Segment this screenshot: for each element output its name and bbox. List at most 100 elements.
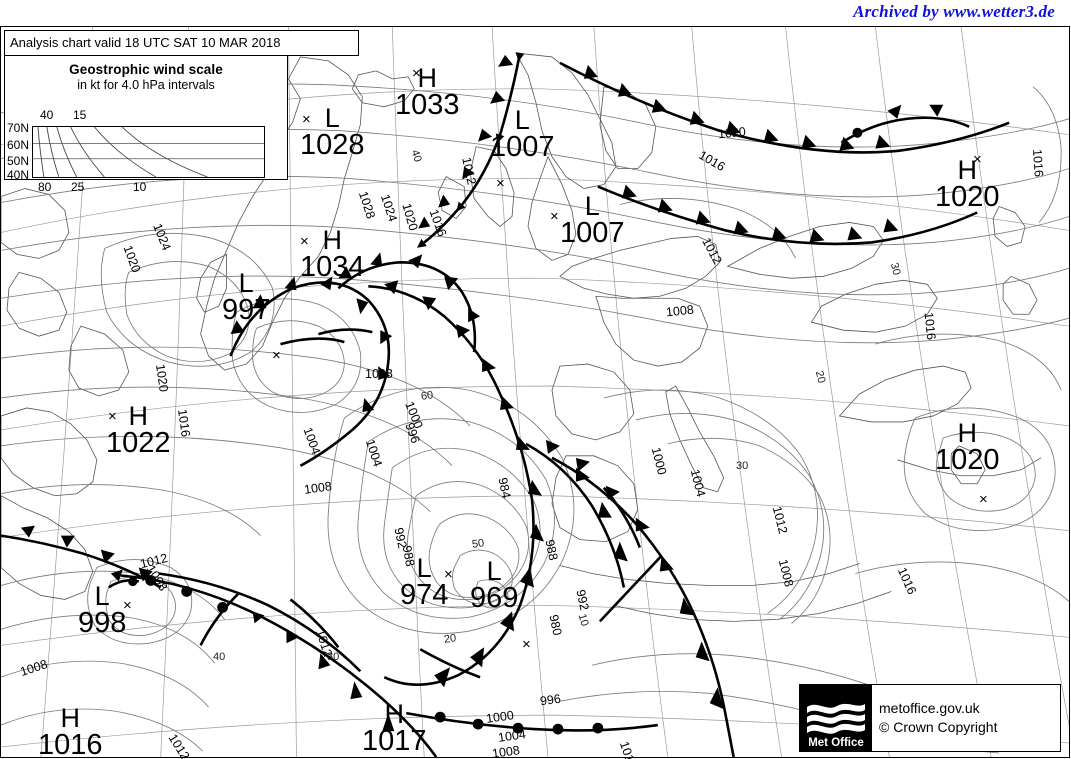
- wind-scale-lat-70n: 70N: [7, 121, 30, 135]
- pressure-centre-h-1022: H 1022: [106, 401, 171, 458]
- cold-front-north-europe: [559, 61, 1010, 154]
- wind-scale-subtitle: in kt for 4.0 hPa intervals: [77, 78, 215, 92]
- isobar-label-1020: 1020: [717, 124, 747, 142]
- pressure-centre-l-1007: L 1007: [490, 105, 555, 163]
- met-office-credit: metoffice.gov.uk © Crown Copyright: [872, 685, 1060, 751]
- pressure-centre-l-1007: L 1007: [560, 191, 625, 249]
- front-stub-southeast: [598, 554, 663, 623]
- pressure-centre-type: L: [238, 268, 254, 298]
- pressure-centre-value: 969: [470, 582, 519, 614]
- pressure-centre-type: H: [384, 699, 405, 729]
- pressure-centre-value: 997: [222, 294, 271, 326]
- wind-scale-graph: 40 15 70N 60N 50N 40N: [5, 108, 289, 194]
- pressure-centre-marker: ×: [550, 208, 559, 225]
- wind-scale-top-label-40: 40: [40, 108, 54, 122]
- pressure-centre-type: L: [514, 105, 530, 135]
- pressure-centre-marker: ×: [496, 175, 505, 192]
- pressure-centre-marker: ×: [108, 408, 117, 425]
- front-tail-left: [199, 592, 240, 646]
- pressure-centre-type: H: [322, 225, 343, 255]
- wave-icon: [807, 703, 865, 734]
- pressure-centre-l-998: L 998: [78, 581, 127, 639]
- pressure-centre-value: 1016: [38, 729, 103, 759]
- pressure-centre-value: 1034: [300, 251, 365, 283]
- pressure-centre-marker: ×: [123, 597, 132, 614]
- pressure-centre-marker: ×: [973, 151, 982, 168]
- pressure-centre-marker: ×: [444, 566, 453, 583]
- fronts-layer: [1, 52, 1010, 757]
- pressure-centre-h-1034: H 1034: [300, 225, 365, 283]
- isobar-label-1016: 1016: [1029, 148, 1046, 178]
- pressure-centre-marker: ×: [300, 233, 309, 250]
- pressure-centre-type: L: [324, 103, 340, 133]
- pressure-centre-type: H: [957, 418, 978, 448]
- pressure-centre-type: H: [60, 703, 81, 733]
- pressure-centre-l-969: L 969: [470, 558, 519, 614]
- occluded-front-secondary: [525, 442, 626, 588]
- pressure-centre-type: H: [128, 401, 149, 431]
- pressure-centre-h-1033: H 1033: [395, 63, 460, 120]
- archive-watermark: Archived by www.wetter3.de: [853, 2, 1055, 21]
- warm-front-iceland-tail: [280, 337, 345, 346]
- pressure-centre-l-997: L 997: [222, 268, 271, 326]
- pressure-centre-value: 1017: [362, 725, 427, 757]
- wind-scale-title: Geostrophic wind scale: [69, 62, 223, 77]
- met-office-url: metoffice.gov.uk: [879, 700, 980, 716]
- pressure-centre-value: 1007: [490, 131, 555, 163]
- pressure-centre-marker: ×: [412, 65, 421, 82]
- pressure-centre-value: 1020: [935, 181, 1000, 213]
- wind-scale-tick-20: 20: [443, 632, 458, 646]
- pressure-centre-marker: ×: [272, 347, 281, 364]
- crown-copyright: © Crown Copyright: [879, 719, 998, 735]
- wind-scale-lat-60n: 60N: [7, 138, 30, 152]
- pressure-centre-marker: ×: [979, 491, 988, 508]
- wind-scale-tick-60: 60: [420, 389, 435, 403]
- isobar-label-1008: 1008: [665, 302, 695, 320]
- pressure-centre-value: 1020: [935, 444, 1000, 476]
- met-office-logo-mark: Met Office: [800, 685, 872, 751]
- wind-scale-tick-50: 50: [471, 537, 486, 551]
- pressure-centre-h-1016: H 1016: [38, 703, 103, 759]
- wind-scale-bottom-label-80: 80: [38, 180, 52, 194]
- pressure-centre-marker: ×: [522, 636, 531, 653]
- pressure-centre-h-1020: H 1020: [935, 418, 1000, 476]
- pressure-centre-type: H: [417, 63, 438, 93]
- front-stub-east: [602, 486, 642, 549]
- warm-front-south: [406, 711, 658, 732]
- coastlines-layer: [1, 52, 1042, 622]
- wind-scale-bottom-label-10: 10: [133, 180, 147, 194]
- met-office-logo-box: Met Office metoffice.gov.uk © Crown Copy…: [799, 684, 1061, 752]
- pressure-centre-l-974: L 974: [400, 553, 449, 611]
- wind-scale-tick-30: 30: [327, 651, 340, 663]
- occluded-front-main-low: [368, 284, 535, 687]
- wind-scale-top-label-15: 15: [73, 108, 87, 122]
- wind-scale-lat-40n: 40N: [7, 168, 30, 182]
- wind-scale-tick-30: 30: [736, 460, 749, 472]
- pressure-centre-type: H: [957, 155, 978, 185]
- wind-scale-lat-50n: 50N: [7, 154, 30, 168]
- isobar-label-996: 996: [539, 691, 562, 709]
- warm-front-998: [158, 572, 362, 673]
- wind-scale-tick-40: 40: [213, 651, 226, 663]
- wind-scale-plot: [32, 126, 265, 178]
- occluded-front-iceland: [229, 281, 391, 467]
- pressure-centre-value: 1028: [300, 129, 365, 161]
- pressure-centre-marker: ×: [302, 111, 311, 128]
- front-stub-north: [318, 328, 373, 336]
- isobar-label-1008: 1008: [365, 367, 393, 381]
- geostrophic-wind-scale-box: Geostrophic wind scale in kt for 4.0 hPa…: [4, 56, 289, 194]
- pressure-centre-h-1020: H 1020: [935, 155, 1000, 213]
- cold-front-scandinavia: [417, 52, 525, 248]
- pressure-centre-type: L: [94, 581, 110, 611]
- met-office-wordmark: Met Office: [808, 737, 864, 749]
- pressure-centre-value: 974: [400, 579, 449, 611]
- isobar-label-1016: 1016: [921, 311, 939, 341]
- pressure-centre-type: L: [416, 553, 432, 583]
- pressure-centre-value: 998: [78, 607, 127, 639]
- pressure-centre-value: 1007: [560, 217, 625, 249]
- wind-scale-bottom-label-25: 25: [71, 180, 85, 194]
- pressure-centre-type: L: [584, 191, 600, 221]
- front-stub-south: [419, 648, 481, 679]
- pressure-centre-h-1017: H 1017: [362, 699, 427, 757]
